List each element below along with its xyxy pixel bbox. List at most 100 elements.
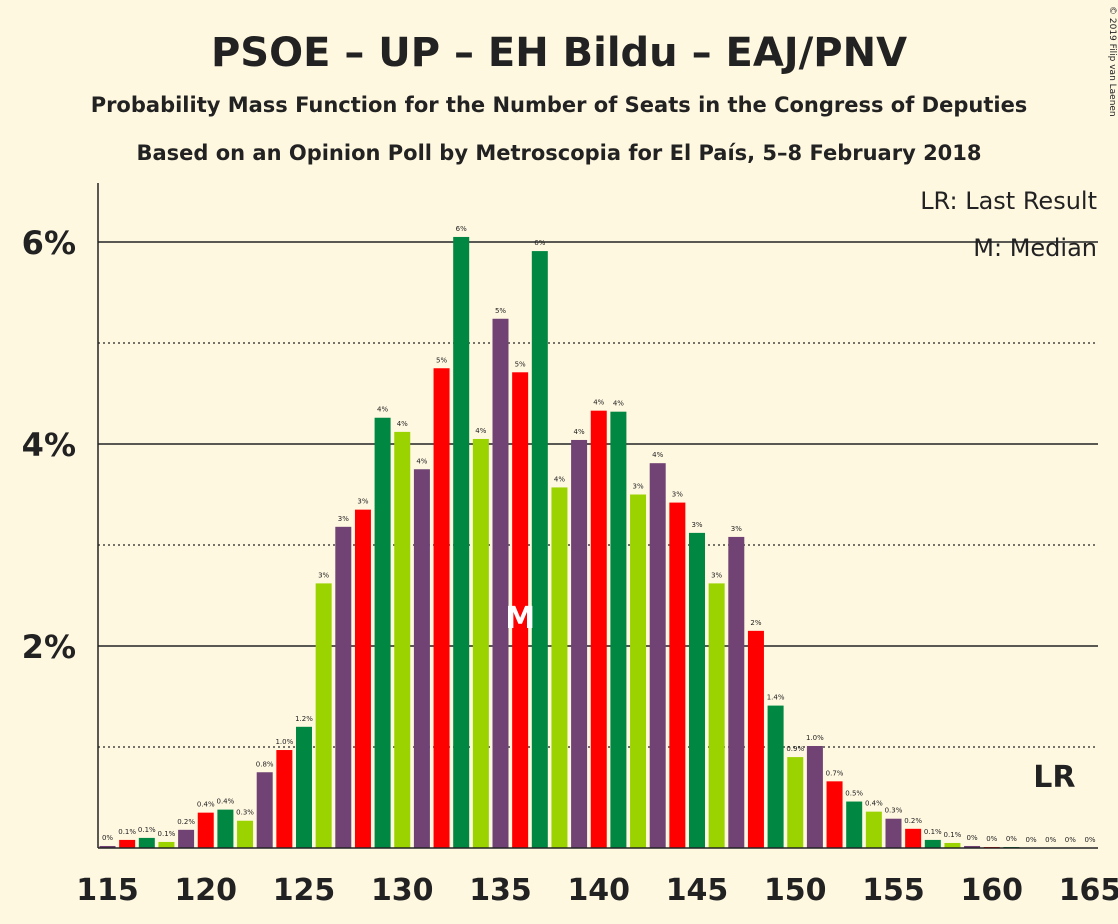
y-tick-label: 6% xyxy=(22,224,76,262)
x-tick-label: 155 xyxy=(862,873,925,908)
bar-value-label: 0.1% xyxy=(118,828,136,836)
chart-subtitle-2: Based on an Opinion Poll by Metroscopia … xyxy=(136,141,981,165)
x-tick-labels: 115 120 125 130 135 140 145 150 155 160 165 xyxy=(76,873,1118,908)
bar-value-label: 0% xyxy=(1065,836,1076,844)
bar xyxy=(354,509,371,848)
bar-value-label: 0.9% xyxy=(786,745,804,753)
bar xyxy=(826,781,843,848)
bar xyxy=(571,439,588,848)
last-result-marker: LR xyxy=(1033,760,1075,795)
bar-value-label: 2% xyxy=(750,619,761,627)
bar xyxy=(806,745,823,848)
bar-value-label: 0.3% xyxy=(885,807,903,815)
bar xyxy=(413,469,430,848)
bar-value-label: 0% xyxy=(967,834,978,842)
bar-value-label: 4% xyxy=(416,457,427,465)
x-tick-label: 150 xyxy=(764,873,827,908)
bar-value-label: 0.1% xyxy=(944,831,962,839)
bar xyxy=(649,463,666,848)
bar-value-label: 3% xyxy=(672,491,683,499)
bar xyxy=(335,526,352,848)
bar-value-label: 3% xyxy=(357,498,368,506)
bar xyxy=(158,841,175,848)
bar-value-label: 0.1% xyxy=(138,826,156,834)
bar xyxy=(99,845,116,848)
bar-value-label: 5% xyxy=(495,307,506,315)
bar xyxy=(630,494,647,848)
bar-value-label: 3% xyxy=(731,525,742,533)
bar-value-label: 0.5% xyxy=(845,790,863,798)
bar-value-label: 3% xyxy=(318,571,329,579)
bar xyxy=(138,837,155,848)
bar xyxy=(708,583,725,848)
bar xyxy=(865,811,882,848)
bar xyxy=(492,318,509,848)
bar-value-label: 0.7% xyxy=(826,769,844,777)
bar-value-label: 0% xyxy=(1045,836,1056,844)
x-tick-label: 120 xyxy=(174,873,237,908)
bar xyxy=(767,705,784,848)
bar xyxy=(747,630,764,848)
bar-value-label: 0% xyxy=(102,834,113,842)
y-tick-label: 2% xyxy=(22,628,76,666)
bar xyxy=(846,801,863,848)
bar-value-label: 0% xyxy=(1006,835,1017,843)
bar xyxy=(374,417,391,848)
bar-value-label: 4% xyxy=(377,406,388,414)
bar-value-label: 0.2% xyxy=(904,817,922,825)
bar-value-label: 0.4% xyxy=(197,801,215,809)
bar xyxy=(178,829,195,848)
bar-value-label: 5% xyxy=(515,360,526,368)
bar-value-label: 4% xyxy=(554,475,565,483)
bar-value-label: 3% xyxy=(632,483,643,491)
bar xyxy=(197,812,214,848)
bar xyxy=(315,583,332,848)
bar xyxy=(728,536,745,848)
x-tick-label: 130 xyxy=(371,873,434,908)
bar-value-label: 0.4% xyxy=(865,800,883,808)
bar-value-label: 3% xyxy=(338,515,349,523)
bar xyxy=(433,368,450,848)
bar xyxy=(964,845,981,848)
bar-value-label: 0% xyxy=(1084,836,1095,844)
copyright: © 2019 Filip van Laenen xyxy=(1107,6,1117,117)
bar xyxy=(512,372,529,848)
bar-value-label: 1.2% xyxy=(295,715,313,723)
bar xyxy=(394,431,411,848)
bar xyxy=(237,820,254,848)
bar-value-label: 0.8% xyxy=(256,760,274,768)
bar-value-label: 5% xyxy=(436,356,447,364)
median-marker: M xyxy=(505,601,535,636)
bar-value-labels: 0%0.1% 0.1%0.1%0.2%0.4% 0.4%0.3%0.8%1.0%1.… xyxy=(102,225,1096,844)
bar xyxy=(610,411,627,848)
bar-value-label: 1.0% xyxy=(806,734,824,742)
bar-value-label: 0% xyxy=(986,835,997,843)
bar xyxy=(551,487,568,848)
bar-value-label: 4% xyxy=(613,400,624,408)
bar-value-label: 4% xyxy=(475,427,486,435)
bar-value-label: 3% xyxy=(691,521,702,529)
bar-value-label: 4% xyxy=(397,420,408,428)
bar-value-label: 6% xyxy=(456,225,467,233)
bar xyxy=(531,251,548,849)
bar xyxy=(256,772,273,848)
bar-value-label: 1.0% xyxy=(275,738,293,746)
legend-last-result: LR: Last Result xyxy=(920,187,1097,215)
bar-value-label: 4% xyxy=(574,428,585,436)
chart-subtitle-1: Probability Mass Function for the Number… xyxy=(91,93,1028,117)
bars xyxy=(99,236,1020,849)
bar-value-label: 4% xyxy=(652,451,663,459)
bar xyxy=(472,438,489,848)
bar xyxy=(689,532,705,848)
y-tick-label: 4% xyxy=(22,426,76,464)
bar-value-label: 0% xyxy=(1025,836,1036,844)
bar xyxy=(905,828,922,848)
x-tick-label: 125 xyxy=(273,873,336,908)
bar xyxy=(119,839,136,848)
bar xyxy=(217,809,234,848)
x-tick-label: 135 xyxy=(469,873,532,908)
bar xyxy=(669,502,686,848)
bar-value-label: 4% xyxy=(593,399,604,407)
bar-value-label: 0.3% xyxy=(236,809,254,817)
